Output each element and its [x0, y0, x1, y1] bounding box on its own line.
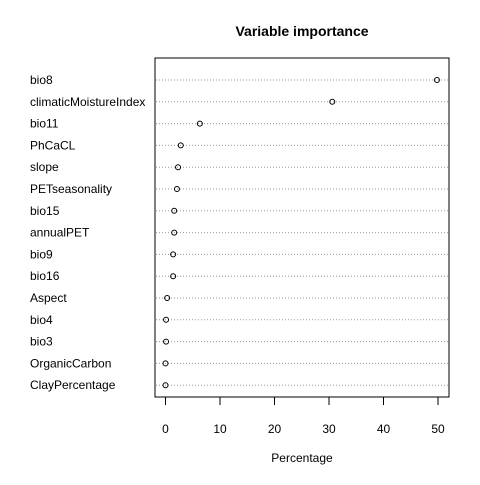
x-tick-label: 10 — [213, 422, 227, 436]
data-point — [175, 164, 182, 171]
category-label: slope — [30, 160, 59, 174]
category-label: PETseasonality — [30, 182, 112, 196]
data-points — [162, 77, 440, 389]
x-tick-label: 20 — [268, 422, 282, 436]
data-point — [170, 251, 177, 258]
x-axis-label: Percentage — [271, 451, 333, 465]
data-point — [162, 360, 169, 367]
data-point — [171, 207, 178, 214]
data-point — [164, 295, 171, 301]
data-point — [162, 382, 169, 389]
category-label: bio3 — [30, 335, 53, 349]
category-label: bio4 — [30, 313, 53, 327]
x-tick-label: 50 — [431, 422, 445, 436]
plot-frame — [154, 57, 450, 398]
x-axis: 0 10 20 30 40 50 — [162, 396, 445, 436]
category-label: bio15 — [30, 204, 60, 218]
category-label: bio16 — [30, 269, 60, 283]
chart-title: Variable importance — [235, 23, 368, 39]
category-label: OrganicCarbon — [30, 356, 111, 370]
category-label: climaticMoistureIndex — [30, 95, 145, 109]
data-point — [163, 316, 170, 323]
data-point — [196, 120, 203, 127]
data-point — [170, 273, 177, 280]
category-label: PhCaCL — [30, 138, 76, 152]
x-tick-label: 40 — [377, 422, 391, 436]
data-point — [329, 98, 336, 105]
category-labels: bio8 climaticMoistureIndex bio11 PhCaCL slop… — [30, 73, 145, 392]
category-label: bio11 — [30, 117, 59, 131]
category-label: bio9 — [30, 247, 53, 261]
data-point — [177, 142, 184, 149]
data-point — [163, 338, 170, 345]
data-point — [173, 186, 180, 192]
category-label: ClayPercentage — [30, 378, 116, 392]
category-label: annualPET — [30, 226, 90, 240]
x-tick-label: 30 — [322, 422, 336, 436]
data-point — [171, 229, 178, 236]
grid-lines — [156, 79, 448, 386]
category-label: Aspect — [30, 291, 67, 305]
x-tick-label: 0 — [162, 422, 169, 436]
category-label: bio8 — [30, 73, 53, 87]
data-point — [433, 77, 440, 83]
